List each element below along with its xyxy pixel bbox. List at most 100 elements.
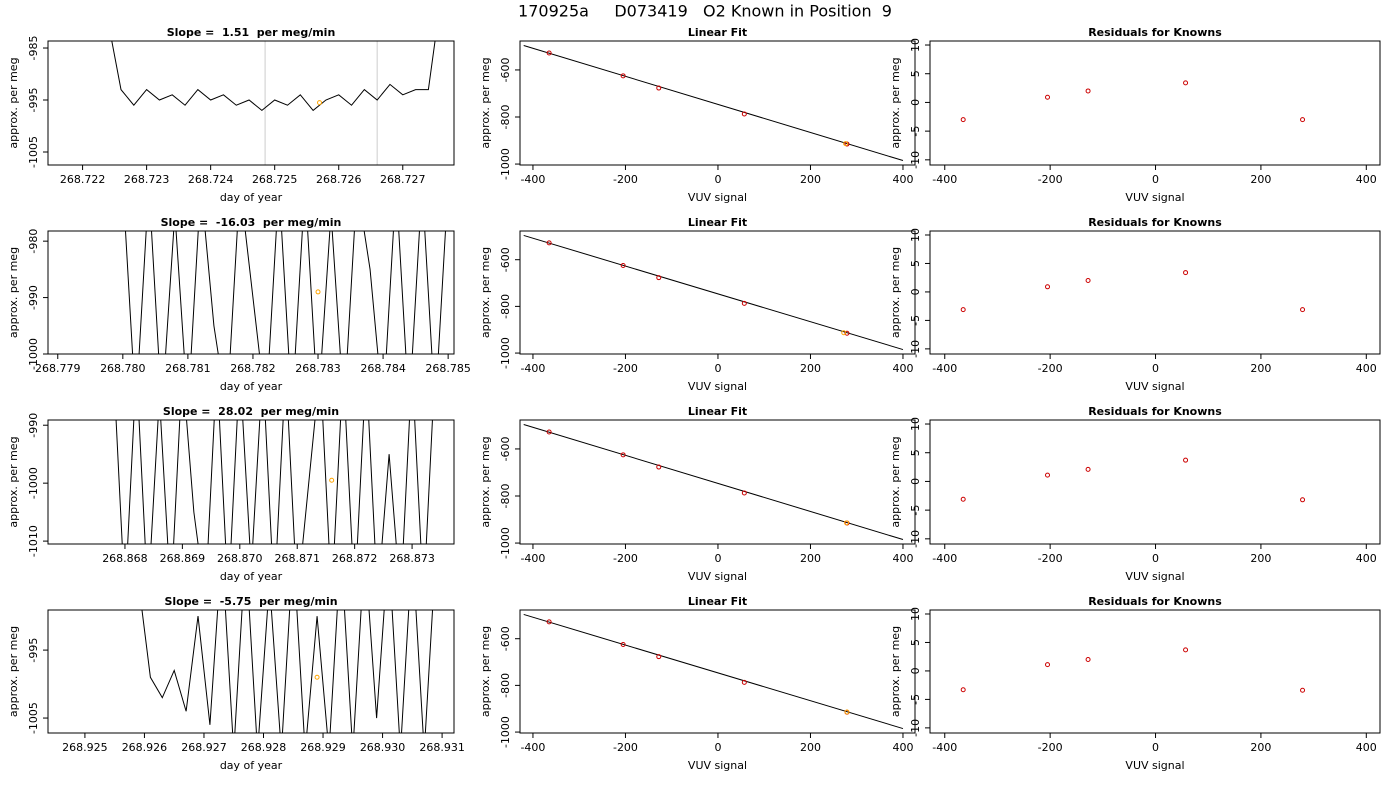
data-point — [1300, 687, 1306, 693]
panel: Slope = 1.51 per meg/min day of year appro… — [7, 26, 455, 204]
y-tick-label: -990 — [27, 413, 40, 438]
data-point — [1045, 472, 1051, 478]
y-tick-label: 5 — [909, 449, 922, 456]
plot-frame — [47, 40, 455, 166]
data-point — [960, 307, 966, 313]
x-tick-label: 200 — [800, 362, 821, 375]
panel-title: Slope = -16.03 per meg/min — [161, 216, 342, 229]
data-point — [1183, 80, 1189, 86]
y-tick-label: -600 — [499, 436, 512, 461]
x-tick-label: 268.782 — [230, 362, 276, 375]
x-axis-label: day of year — [220, 380, 283, 393]
x-tick-label: 268.784 — [360, 362, 406, 375]
data-point — [1045, 284, 1051, 290]
y-tick-label: -980 — [27, 229, 40, 254]
plot-frame — [929, 419, 1381, 545]
data-point — [546, 240, 552, 246]
y-tick-label: -1000 — [499, 337, 512, 369]
y-tick-label: -1010 — [27, 525, 40, 557]
fit-line — [523, 44, 904, 162]
plot-area — [523, 613, 904, 730]
fit-line — [523, 423, 904, 541]
panel-title: Slope = 1.51 per meg/min — [167, 26, 336, 39]
y-tick-label: -10 — [909, 719, 922, 737]
plot-area — [124, 231, 446, 354]
y-tick-label: -5 — [909, 694, 922, 705]
y-tick-label: -985 — [27, 36, 40, 61]
y-tick-label: -10 — [909, 151, 922, 169]
x-tick-label: -400 — [932, 741, 957, 754]
plot-frame — [47, 230, 455, 355]
fit-line — [523, 613, 904, 730]
data-point — [620, 263, 626, 269]
data-point — [1085, 466, 1091, 472]
plot-frame — [929, 40, 1381, 166]
data-line — [124, 231, 446, 354]
data-point — [844, 520, 850, 526]
x-tick-label: 268.869 — [160, 552, 206, 565]
x-tick-label: 200 — [800, 552, 821, 565]
x-tick-label: 0 — [714, 741, 721, 754]
plot-frame — [519, 230, 916, 355]
plot-area — [960, 647, 1306, 693]
plot-area — [960, 270, 1306, 313]
x-tick-label: 268.868 — [102, 552, 148, 565]
data-line — [115, 420, 433, 544]
x-axis-label: VUV signal — [1125, 570, 1184, 583]
y-axis-label: approx. per meg — [479, 436, 492, 527]
panel: Residuals for Knowns VUV signal approx. pe… — [889, 216, 1381, 393]
data-point — [1045, 662, 1051, 668]
x-tick-label: 268.930 — [360, 741, 406, 754]
data-point — [843, 141, 849, 147]
y-axis-label: approx. per meg — [889, 626, 902, 717]
data-point — [620, 642, 626, 648]
x-tick-label: 268.781 — [165, 362, 211, 375]
x-tick-label: 400 — [1356, 362, 1377, 375]
panel-title: Linear Fit — [688, 216, 747, 229]
y-axis-label: approx. per meg — [889, 436, 902, 527]
x-tick-label: -400 — [520, 741, 545, 754]
plot-area — [523, 234, 904, 351]
x-tick-label: 400 — [892, 173, 913, 186]
data-point — [315, 289, 321, 295]
data-point — [656, 654, 662, 660]
x-tick-label: 200 — [1250, 741, 1271, 754]
y-tick-label: 5 — [909, 260, 922, 267]
x-tick-label: -400 — [520, 552, 545, 565]
x-tick-label: 268.929 — [300, 741, 346, 754]
x-tick-label: 0 — [1152, 362, 1159, 375]
y-tick-label: -600 — [499, 57, 512, 82]
x-tick-label: 200 — [1250, 362, 1271, 375]
panel-title: Residuals for Knowns — [1088, 26, 1222, 39]
y-tick-label: -800 — [499, 484, 512, 509]
fit-line — [523, 234, 904, 351]
x-tick-label: 0 — [714, 173, 721, 186]
x-tick-label: 400 — [1356, 173, 1377, 186]
x-tick-label: 268.726 — [316, 173, 362, 186]
y-axis-label: approx. per meg — [479, 57, 492, 148]
y-tick-label: -1000 — [499, 527, 512, 559]
y-tick-label: 0 — [909, 99, 922, 106]
x-tick-label: -200 — [613, 173, 638, 186]
x-tick-label: -400 — [932, 173, 957, 186]
x-axis-label: VUV signal — [1125, 380, 1184, 393]
x-tick-label: 268.926 — [122, 741, 168, 754]
data-line — [111, 41, 436, 112]
x-tick-label: 400 — [1356, 552, 1377, 565]
x-axis-label: day of year — [220, 570, 283, 583]
data-point — [1183, 457, 1189, 463]
y-tick-label: -990 — [27, 285, 40, 310]
data-point — [960, 687, 966, 693]
x-tick-label: 268.870 — [217, 552, 263, 565]
plot-area — [141, 610, 434, 733]
panel-title: Residuals for Knowns — [1088, 405, 1222, 418]
x-tick-label: 268.873 — [389, 552, 435, 565]
y-tick-label: -800 — [499, 673, 512, 698]
x-tick-label: -200 — [613, 552, 638, 565]
y-tick-label: 10 — [909, 607, 922, 621]
y-tick-label: -10 — [909, 530, 922, 548]
data-point — [546, 429, 552, 435]
x-axis-label: VUV signal — [688, 191, 747, 204]
